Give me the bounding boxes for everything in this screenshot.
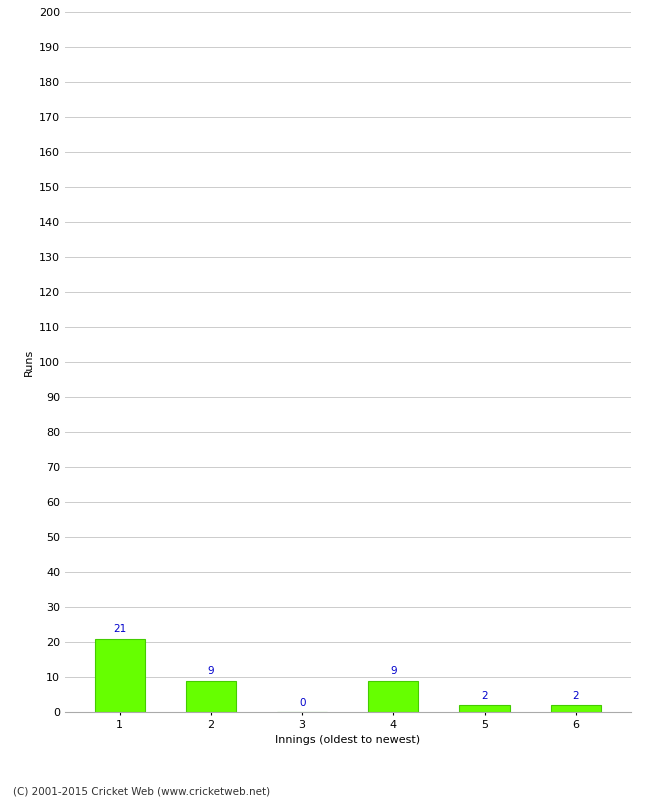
- Bar: [186, 681, 236, 712]
- Bar: [551, 705, 601, 712]
- Text: 9: 9: [390, 666, 396, 676]
- Y-axis label: Runs: Runs: [23, 348, 33, 376]
- Text: (C) 2001-2015 Cricket Web (www.cricketweb.net): (C) 2001-2015 Cricket Web (www.cricketwe…: [13, 786, 270, 796]
- Text: 2: 2: [481, 691, 488, 701]
- Bar: [460, 705, 510, 712]
- Bar: [369, 681, 419, 712]
- X-axis label: Innings (oldest to newest): Innings (oldest to newest): [275, 735, 421, 745]
- Bar: [95, 638, 145, 712]
- Text: 9: 9: [207, 666, 214, 676]
- Text: 2: 2: [573, 691, 579, 701]
- Text: 21: 21: [113, 624, 126, 634]
- Text: 0: 0: [299, 698, 305, 708]
